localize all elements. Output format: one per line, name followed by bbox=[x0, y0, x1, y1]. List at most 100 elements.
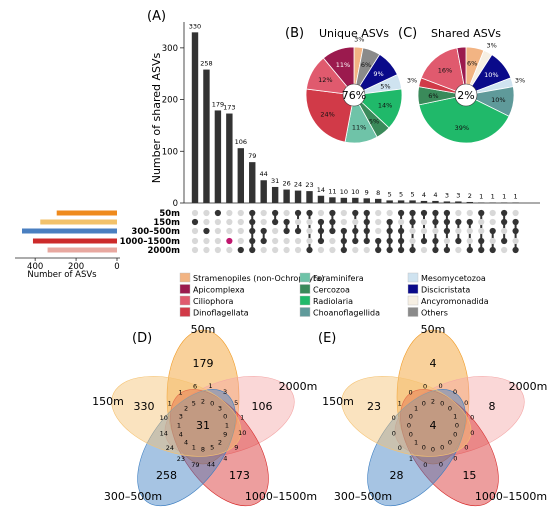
matrix-dot-filled bbox=[260, 237, 267, 245]
matrix-dot-filled bbox=[272, 209, 279, 217]
matrix-dot-filled bbox=[375, 237, 382, 245]
matrix-dot-empty bbox=[352, 218, 359, 226]
bar bbox=[352, 197, 359, 203]
matrix-dot-empty bbox=[226, 246, 233, 254]
pie-slice-label: 5% bbox=[369, 117, 379, 125]
pie-slice-label: 6% bbox=[361, 61, 371, 69]
matrix-dot-filled bbox=[294, 209, 302, 217]
venn-region-value: 0 bbox=[409, 412, 413, 420]
venn-set-label: 300–500m bbox=[104, 490, 162, 503]
matrix-dot-filled bbox=[466, 246, 473, 254]
bar-value-label: 3 bbox=[445, 191, 449, 199]
bar bbox=[271, 186, 279, 203]
matrix-dot-empty bbox=[455, 209, 462, 217]
pie-unique-asvs: Unique ASVs 3%6%9%5%14%5%11%24%12%11%76% bbox=[305, 27, 403, 144]
bar-value-label: 26 bbox=[282, 180, 290, 188]
venn-region-value: 9 bbox=[234, 444, 238, 452]
venn-region-value: 0 bbox=[464, 399, 468, 407]
pie-slice-label: 11% bbox=[336, 61, 350, 69]
venn-d: 17910617325833050m2000m1000–1500m300–500… bbox=[92, 323, 318, 507]
matrix-dot-empty bbox=[237, 237, 244, 245]
pie-slice-label: 10% bbox=[491, 96, 505, 104]
matrix-dot-empty bbox=[443, 237, 450, 245]
matrix-dot-empty bbox=[501, 246, 508, 254]
matrix-dot-filled bbox=[420, 209, 428, 217]
set-size-bar bbox=[22, 228, 117, 234]
legend-label: Apicomplexa bbox=[193, 286, 245, 295]
venn-region-value: 0 bbox=[448, 438, 452, 446]
matrix-dot-filled bbox=[420, 237, 428, 245]
matrix-dot-empty bbox=[260, 218, 267, 226]
venn-unique-count: 4 bbox=[430, 357, 437, 370]
bar-value-label: 1 bbox=[514, 192, 518, 200]
bar bbox=[478, 202, 485, 203]
pie-slice-label: 24% bbox=[320, 111, 334, 119]
matrix-dot-empty bbox=[386, 209, 393, 217]
venn-unique-count: 173 bbox=[229, 469, 250, 482]
pie-slice-label: 3% bbox=[456, 36, 466, 44]
venn-region-value: 24 bbox=[166, 444, 174, 452]
matrix-dot-empty bbox=[191, 237, 199, 245]
matrix-dot-filled bbox=[489, 227, 496, 235]
matrix-dot-filled bbox=[478, 209, 485, 217]
venn-core-count: 4 bbox=[430, 419, 437, 432]
matrix-dot-empty bbox=[420, 218, 428, 226]
y-tick-label: 200 bbox=[162, 96, 178, 106]
matrix-dot-filled bbox=[432, 237, 439, 245]
venn-region-value: 0 bbox=[440, 444, 444, 452]
matrix-dot-filled bbox=[317, 237, 325, 245]
matrix-dot-filled bbox=[329, 218, 336, 226]
matrix-dot-filled bbox=[329, 209, 336, 217]
bar bbox=[375, 198, 382, 203]
venn-set-label: 1000–1500m bbox=[475, 490, 547, 503]
panel-label-c: (C) bbox=[398, 26, 417, 41]
matrix-dot-empty bbox=[317, 246, 325, 254]
venn-unique-count: 23 bbox=[367, 400, 381, 413]
legend-label: Radiolaria bbox=[313, 297, 353, 306]
matrix-dot-empty bbox=[375, 227, 382, 235]
pie-c-title: Shared ASVs bbox=[431, 27, 501, 40]
bar-value-label: 5 bbox=[399, 190, 403, 198]
matrix-dot-filled bbox=[340, 237, 347, 245]
set-size-tick-label: 200 bbox=[68, 262, 84, 272]
legend-swatch bbox=[299, 284, 311, 294]
matrix-dot-empty bbox=[329, 237, 336, 245]
pie-slice bbox=[418, 94, 510, 144]
legend-label: Ancyromonadida bbox=[421, 297, 489, 306]
venn-region-value: 1 bbox=[177, 422, 181, 430]
venn-region-value: 2 bbox=[218, 438, 222, 446]
matrix-dot-filled bbox=[352, 209, 359, 217]
venn-ellipse bbox=[170, 389, 269, 507]
matrix-dot-empty bbox=[226, 218, 233, 226]
matrix-dot-empty bbox=[420, 246, 428, 254]
venn-set-label: 50m bbox=[421, 323, 446, 336]
venn-ellipse bbox=[164, 376, 295, 457]
bar bbox=[214, 110, 222, 203]
pie-slice bbox=[322, 46, 355, 97]
panel-label-d: (D) bbox=[132, 331, 152, 346]
matrix-dot-empty bbox=[294, 246, 302, 254]
matrix-dot-filled bbox=[443, 227, 450, 235]
bar bbox=[466, 201, 473, 203]
matrix-dot-filled bbox=[340, 227, 347, 235]
pie-slice bbox=[456, 46, 467, 96]
set-size-bar bbox=[56, 210, 117, 216]
bar bbox=[226, 113, 233, 203]
matrix-dot-empty bbox=[306, 237, 313, 245]
matrix-dot-filled bbox=[249, 218, 256, 226]
venn-region-value: 0 bbox=[440, 399, 444, 407]
venn-set-label: 150m bbox=[92, 395, 124, 408]
bar-value-label: 31 bbox=[271, 177, 279, 185]
legend-swatch bbox=[179, 307, 191, 317]
venn-set-label: 2000m bbox=[279, 380, 318, 393]
matrix-dot-empty bbox=[214, 237, 221, 245]
matrix-dot-empty bbox=[226, 227, 233, 235]
venn-region-value: 0 bbox=[453, 431, 457, 439]
matrix-dot-filled bbox=[512, 227, 519, 235]
legend-label: Mesomycetozoa bbox=[421, 274, 486, 283]
matrix-dot-empty bbox=[306, 227, 313, 235]
bar bbox=[443, 201, 451, 203]
matrix-dot-filled bbox=[249, 237, 256, 245]
matrix-dot-empty bbox=[512, 237, 519, 245]
